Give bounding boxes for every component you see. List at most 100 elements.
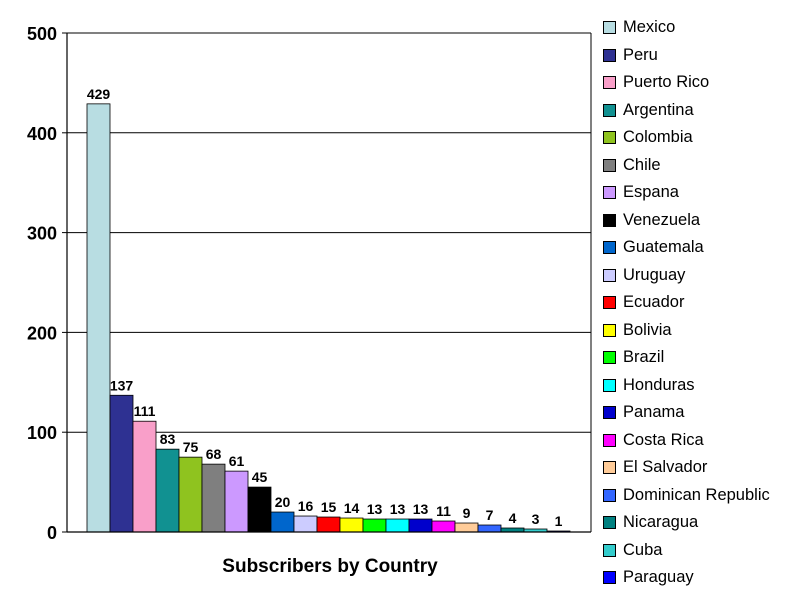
legend-item: Nicaragua — [603, 509, 798, 537]
gridlines — [67, 32, 591, 433]
bar-honduras — [385, 518, 410, 533]
data-label: 4 — [509, 510, 517, 526]
data-label: 13 — [367, 501, 383, 517]
legend-label: Chile — [623, 155, 661, 174]
bar-guatemala — [270, 511, 295, 533]
legend-label: Uruguay — [623, 265, 686, 284]
legend-label: Colombia — [623, 128, 693, 147]
data-label: 11 — [436, 503, 451, 519]
bar-peru — [109, 394, 134, 533]
legend-swatch — [603, 131, 616, 145]
bar-dominican-republic — [477, 524, 502, 533]
legend-swatch — [603, 76, 616, 90]
bar-brazil — [362, 518, 387, 533]
bars — [86, 103, 571, 533]
legend-item: Puerto Rico — [603, 69, 798, 97]
y-tick-label: 0 — [47, 523, 57, 543]
y-axis-ticks: 0 100 200 300 400 500 — [27, 24, 57, 543]
bar-espana — [224, 470, 249, 533]
x-axis-label: Subscribers by Country — [222, 556, 438, 577]
legend-label: Costa Rica — [623, 430, 704, 449]
bar-el-salvador — [454, 522, 479, 533]
bar-venezuela — [247, 486, 272, 533]
legend-item: Guatemala — [603, 234, 798, 262]
data-label: 68 — [206, 446, 222, 462]
legend-label: Guatemala — [623, 238, 704, 257]
legend-label: Bolivia — [623, 320, 672, 339]
y-tick-label: 100 — [27, 423, 57, 443]
data-label: 13 — [390, 501, 406, 517]
legend-item: Bolivia — [603, 317, 798, 345]
bar-colombia — [178, 456, 203, 533]
bar-puerto-rico — [132, 420, 157, 533]
legend-item: Costa Rica — [603, 427, 798, 455]
data-label: 7 — [486, 507, 494, 523]
legend-item: Cuba — [603, 537, 798, 565]
legend-swatch — [603, 21, 616, 35]
axes — [62, 32, 592, 533]
data-label: 429 — [87, 86, 111, 102]
legend-swatch — [603, 461, 616, 475]
legend-item: Chile — [603, 152, 798, 180]
legend-swatch — [603, 213, 616, 227]
legend-item: Honduras — [603, 372, 798, 400]
legend-swatch — [603, 241, 616, 255]
bar-costa-rica — [431, 520, 456, 533]
data-label: 61 — [229, 453, 245, 469]
legend-item: Uruguay — [603, 262, 798, 290]
legend-item: Ecuador — [603, 289, 798, 317]
data-label: 1 — [555, 513, 563, 529]
legend-label: Panama — [623, 403, 685, 422]
legend-swatch — [603, 543, 616, 557]
legend-item: Paraguay — [603, 564, 798, 592]
bar-ecuador — [316, 516, 341, 533]
legend-swatch — [603, 378, 616, 392]
legend-swatch — [603, 571, 616, 585]
legend-item: Peru — [603, 42, 798, 70]
legend-item: Argentina — [603, 97, 798, 125]
data-label: 45 — [252, 469, 268, 485]
data-label: 14 — [344, 500, 360, 516]
legend-label: Paraguay — [623, 568, 694, 587]
legend-label: Honduras — [623, 375, 695, 394]
legend-swatch — [603, 433, 616, 447]
legend-swatch — [603, 186, 616, 200]
legend-label: Cuba — [623, 540, 663, 559]
legend-label: Dominican Republic — [623, 485, 770, 504]
data-label: 137 — [110, 377, 134, 393]
legend-swatch — [603, 103, 616, 117]
data-label: 9 — [463, 505, 471, 521]
legend-label: El Salvador — [623, 458, 708, 477]
legend-label: Argentina — [623, 100, 694, 119]
bar-argentina — [155, 448, 180, 533]
data-label: 16 — [298, 498, 314, 514]
y-tick-label: 500 — [27, 24, 57, 44]
bar-bolivia — [339, 517, 364, 533]
data-label: 111 — [134, 403, 156, 419]
legend-swatch — [603, 158, 616, 172]
legend-label: Mexico — [623, 18, 676, 37]
legend-label: Ecuador — [623, 293, 685, 312]
data-label: 15 — [321, 499, 337, 515]
y-tick-label: 300 — [27, 224, 57, 244]
legend-label: Brazil — [623, 348, 665, 367]
data-label: 3 — [532, 511, 540, 527]
bar-uruguay — [293, 515, 318, 533]
legend-swatch — [603, 323, 616, 337]
bar-panama — [408, 518, 433, 533]
data-label: 13 — [413, 501, 429, 517]
legend-label: Venezuela — [623, 210, 701, 229]
legend-item: El Salvador — [603, 454, 798, 482]
data-label: 83 — [160, 431, 176, 447]
legend-swatch — [603, 406, 616, 420]
data-label: 75 — [183, 439, 199, 455]
bar-mexico — [86, 103, 111, 533]
legend-item: Venezuela — [603, 207, 798, 235]
legend-swatch — [603, 48, 616, 62]
legend-swatch — [603, 516, 616, 530]
legend-swatch — [603, 488, 616, 502]
legend-swatch — [603, 351, 616, 365]
y-tick-label: 400 — [27, 124, 57, 144]
